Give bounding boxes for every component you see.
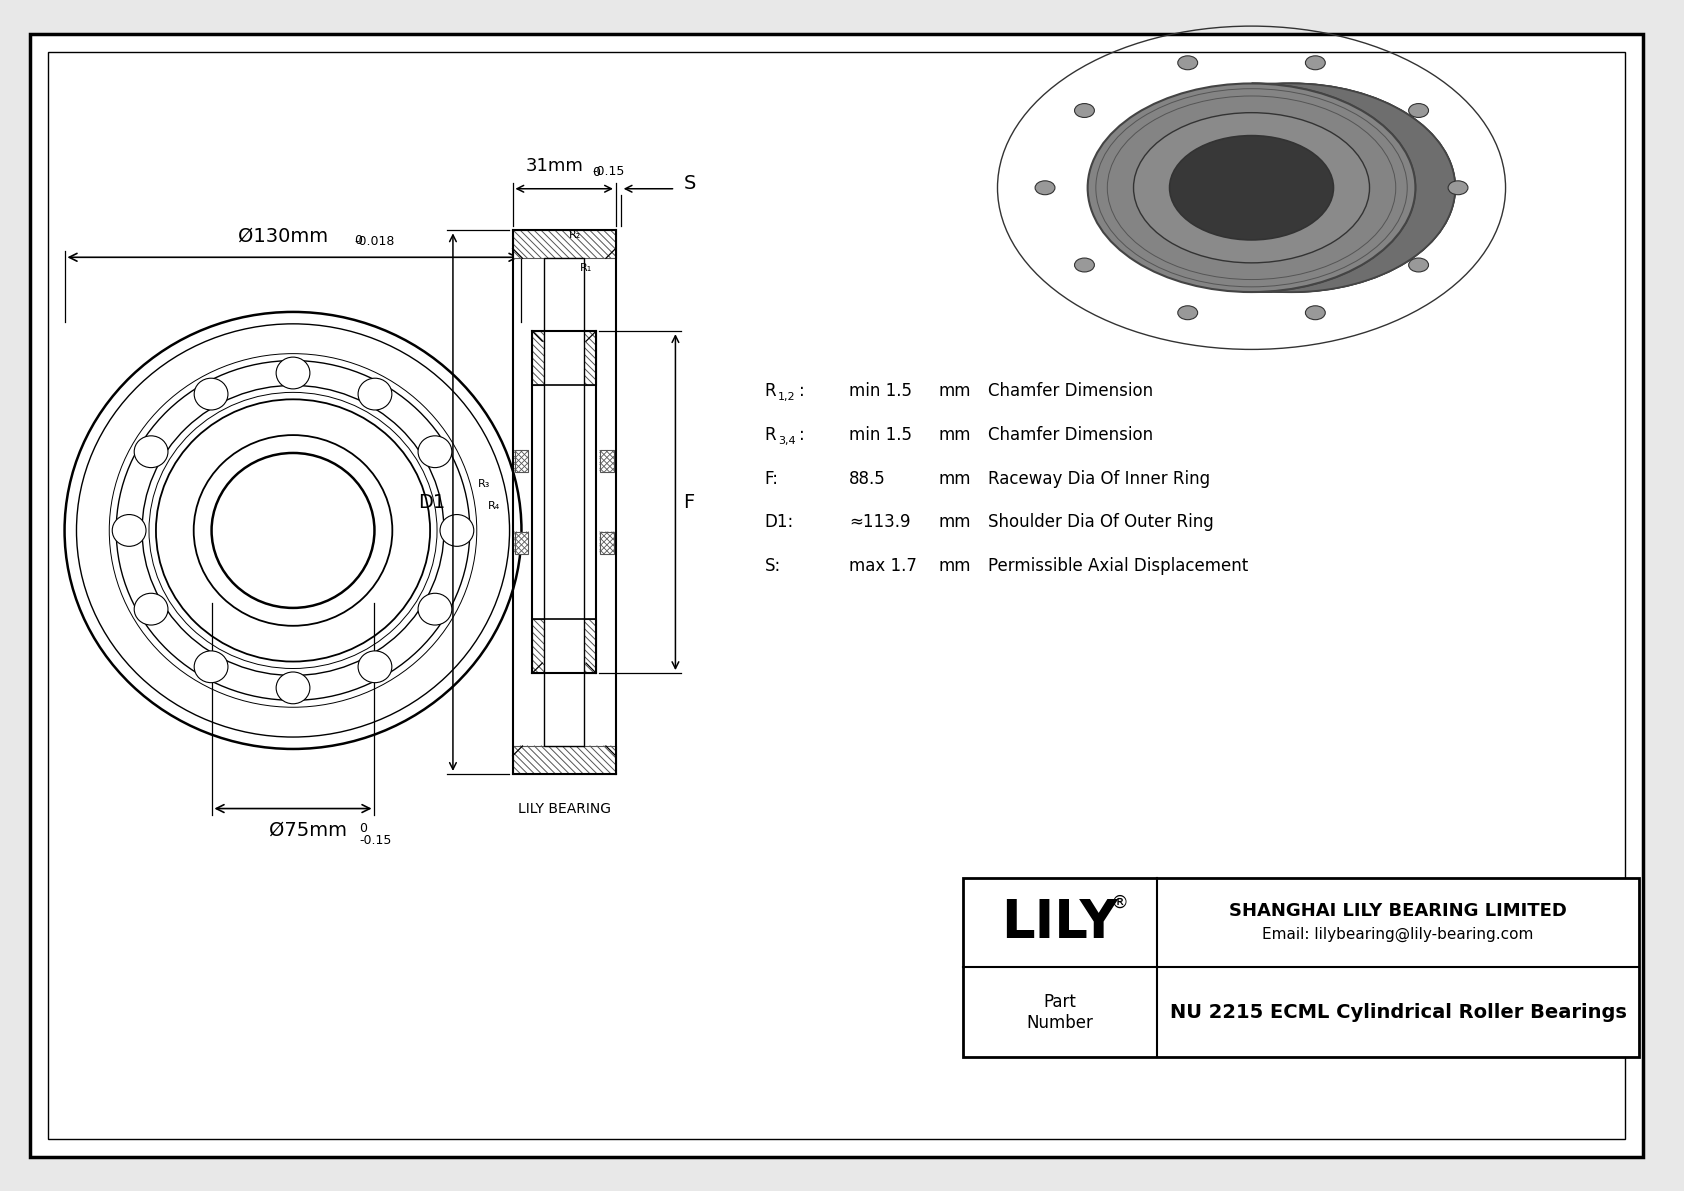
- Text: Ø130mm: Ø130mm: [237, 226, 328, 245]
- Text: R₁: R₁: [579, 263, 593, 273]
- Text: R₂: R₂: [569, 230, 581, 241]
- Text: :: :: [798, 426, 805, 444]
- Text: ®: ®: [1110, 894, 1128, 912]
- Text: Part
Number: Part Number: [1026, 993, 1093, 1031]
- Ellipse shape: [194, 651, 227, 682]
- Text: Shoulder Dia Of Outer Ring: Shoulder Dia Of Outer Ring: [989, 513, 1214, 531]
- Ellipse shape: [1127, 83, 1455, 292]
- Text: mm: mm: [938, 557, 972, 575]
- Text: -0.15: -0.15: [593, 164, 625, 177]
- Text: LILY BEARING: LILY BEARING: [517, 802, 611, 816]
- Ellipse shape: [418, 593, 451, 625]
- Text: max 1.7: max 1.7: [849, 557, 918, 575]
- Ellipse shape: [1127, 83, 1455, 292]
- Text: LILY: LILY: [1002, 897, 1118, 949]
- Text: F: F: [684, 493, 694, 512]
- Text: 0: 0: [355, 235, 362, 248]
- Bar: [512, 746, 616, 774]
- Ellipse shape: [1074, 104, 1095, 118]
- Bar: [512, 231, 616, 258]
- Ellipse shape: [1206, 133, 1376, 242]
- Bar: [600, 450, 615, 473]
- Ellipse shape: [1408, 104, 1428, 118]
- Ellipse shape: [1448, 181, 1468, 194]
- Ellipse shape: [1088, 83, 1416, 292]
- Text: Ø75mm: Ø75mm: [269, 821, 347, 840]
- Text: :: :: [798, 382, 805, 400]
- Text: Chamfer Dimension: Chamfer Dimension: [989, 426, 1154, 444]
- Text: Permissible Axial Displacement: Permissible Axial Displacement: [989, 557, 1248, 575]
- Text: R₃: R₃: [478, 479, 490, 490]
- Text: min 1.5: min 1.5: [849, 382, 913, 400]
- Text: mm: mm: [938, 382, 972, 400]
- Text: 88.5: 88.5: [849, 469, 886, 488]
- Ellipse shape: [1133, 113, 1369, 263]
- Text: S:: S:: [765, 557, 781, 575]
- Ellipse shape: [135, 593, 168, 625]
- Ellipse shape: [1408, 258, 1428, 272]
- Ellipse shape: [1305, 306, 1325, 319]
- Text: -0.018: -0.018: [355, 236, 396, 249]
- Text: SHANGHAI LILY BEARING LIMITED: SHANGHAI LILY BEARING LIMITED: [1229, 902, 1568, 919]
- Ellipse shape: [1170, 136, 1334, 239]
- Text: mm: mm: [938, 469, 972, 488]
- Text: 31mm: 31mm: [525, 157, 583, 175]
- Bar: [532, 331, 596, 385]
- Polygon shape: [1251, 83, 1455, 292]
- Bar: [963, 878, 1639, 1056]
- Text: S: S: [684, 174, 695, 193]
- Bar: [515, 532, 529, 554]
- Text: 1,2: 1,2: [778, 392, 795, 403]
- Ellipse shape: [113, 515, 147, 547]
- Text: Raceway Dia Of Inner Ring: Raceway Dia Of Inner Ring: [989, 469, 1211, 488]
- Text: mm: mm: [938, 426, 972, 444]
- Ellipse shape: [1074, 258, 1095, 272]
- Bar: [544, 258, 584, 746]
- Ellipse shape: [440, 515, 473, 547]
- Ellipse shape: [359, 651, 392, 682]
- Ellipse shape: [194, 379, 227, 410]
- Text: mm: mm: [938, 513, 972, 531]
- Ellipse shape: [276, 357, 310, 389]
- Text: 0: 0: [593, 166, 600, 179]
- Bar: [532, 619, 596, 673]
- Bar: [600, 532, 615, 554]
- Ellipse shape: [1177, 56, 1197, 70]
- Text: R₄: R₄: [488, 501, 500, 511]
- Text: D1:: D1:: [765, 513, 795, 531]
- Ellipse shape: [276, 672, 310, 704]
- Text: Email: lilybearing@lily-bearing.com: Email: lilybearing@lily-bearing.com: [1263, 927, 1534, 942]
- Text: -0.15: -0.15: [360, 835, 392, 847]
- Text: 0: 0: [360, 823, 367, 835]
- Ellipse shape: [1036, 181, 1054, 194]
- Text: Chamfer Dimension: Chamfer Dimension: [989, 382, 1154, 400]
- Ellipse shape: [418, 436, 451, 468]
- Text: D1: D1: [418, 493, 445, 512]
- Text: F:: F:: [765, 469, 778, 488]
- Ellipse shape: [359, 379, 392, 410]
- Text: R: R: [765, 426, 776, 444]
- Ellipse shape: [135, 436, 168, 468]
- Text: NU 2215 ECML Cylindrical Roller Bearings: NU 2215 ECML Cylindrical Roller Bearings: [1170, 1003, 1627, 1022]
- Text: 3,4: 3,4: [778, 436, 795, 447]
- Text: ≈113.9: ≈113.9: [849, 513, 911, 531]
- Ellipse shape: [1177, 306, 1197, 319]
- Text: R: R: [765, 382, 776, 400]
- Ellipse shape: [1305, 56, 1325, 70]
- Bar: [515, 450, 529, 473]
- Text: min 1.5: min 1.5: [849, 426, 913, 444]
